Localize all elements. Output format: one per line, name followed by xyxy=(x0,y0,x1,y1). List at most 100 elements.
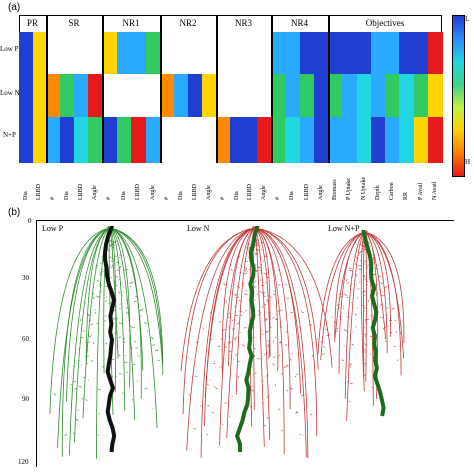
row-label-low-n: Low N xyxy=(0,89,20,97)
heatmap-cell xyxy=(243,32,258,74)
heatmap-cell xyxy=(271,74,286,117)
column-label: LRBD xyxy=(303,183,310,200)
column-label: # xyxy=(219,197,226,200)
heatmap-cell xyxy=(102,117,117,163)
row-label-n-plus-p: N+P xyxy=(3,131,16,139)
root-label-low-p: Low P xyxy=(42,224,64,233)
group-header-sr: SR xyxy=(46,15,102,33)
column-label: Angle xyxy=(261,185,268,200)
column-label: Dia xyxy=(178,191,184,200)
heatmap-cell xyxy=(60,32,75,74)
heatmap-cell xyxy=(174,32,189,74)
heatmap-cell xyxy=(271,32,286,74)
heatmap-cell xyxy=(243,117,258,163)
column-label: Dia xyxy=(22,191,29,200)
group-header-objectives: Objectives xyxy=(328,15,442,33)
heatmap-cell xyxy=(229,117,244,163)
legend-bottom-label: H xyxy=(465,158,471,166)
heatmap-cell xyxy=(313,74,329,117)
y-tick: 60 xyxy=(22,335,29,343)
heatmap-cell xyxy=(74,32,89,74)
heatmap-cell xyxy=(188,117,203,163)
legend-top-label: L xyxy=(465,15,470,23)
group-header-nr2: NR2 xyxy=(160,15,216,33)
column-label: Biomass xyxy=(332,179,339,200)
heatmap-cell xyxy=(285,32,300,74)
y-tick: 30 xyxy=(22,274,29,282)
heatmap-cell xyxy=(32,32,47,74)
heatmap-cell xyxy=(229,32,244,74)
heatmap-cell xyxy=(243,74,258,117)
column-label: P Uptake xyxy=(346,178,353,200)
group-divider xyxy=(160,15,162,163)
heatmap-cell xyxy=(102,74,117,117)
heatmap-cell xyxy=(257,117,272,163)
heatmap-cell xyxy=(74,74,89,117)
y-tick: 120 xyxy=(18,458,29,466)
heatmap-cell xyxy=(202,32,217,74)
panel-a-label: (a) xyxy=(8,2,21,13)
heatmap-cell xyxy=(160,32,175,74)
heatmap-cell xyxy=(385,32,400,74)
heatmap-cell xyxy=(356,117,372,163)
heatmap-cell xyxy=(74,117,89,163)
column-label: N Avail xyxy=(431,181,438,200)
heatmap-cell xyxy=(19,32,33,74)
heatmap-cell xyxy=(342,74,357,117)
heatmap-cell xyxy=(131,117,146,163)
heatmap-cell xyxy=(60,117,75,163)
root-plot-area xyxy=(36,220,454,467)
heatmap-cell xyxy=(131,74,146,117)
column-label: Dia xyxy=(289,191,296,200)
heatmap-cell xyxy=(202,74,217,117)
heatmap-cell xyxy=(356,32,372,74)
column-label: Carbon xyxy=(389,182,396,200)
heatmap-cell xyxy=(160,117,175,163)
heatmap-cell xyxy=(116,74,132,117)
column-label: Angle xyxy=(206,185,212,200)
column-label: # xyxy=(275,197,282,200)
column-label: P Avail xyxy=(417,182,424,200)
column-label: # xyxy=(164,197,170,200)
column-label: Depth xyxy=(374,185,381,200)
heatmap-cell xyxy=(46,117,61,163)
column-label: # xyxy=(106,197,113,200)
column-label: Angle xyxy=(317,185,324,200)
heatmap-cell xyxy=(174,74,189,117)
group-divider xyxy=(46,15,48,163)
heatmap-cell xyxy=(188,32,203,74)
column-label: LRBD xyxy=(247,183,254,200)
column-label: Dia xyxy=(233,191,240,200)
heatmap-cell xyxy=(399,32,414,74)
group-divider xyxy=(328,15,330,163)
column-label: Angle xyxy=(92,185,98,200)
heatmap-cell xyxy=(202,117,217,163)
heatmap-cell xyxy=(116,32,132,74)
heatmap-cell xyxy=(299,117,315,163)
heatmap-cell xyxy=(46,74,61,117)
heatmap-cell xyxy=(60,74,75,117)
heatmap-cell xyxy=(88,74,103,117)
heatmap-cell xyxy=(102,32,117,74)
heatmap-cell xyxy=(160,74,175,117)
heatmap-cell xyxy=(413,74,429,117)
heatmap-cell xyxy=(257,74,272,117)
heatmap-cell xyxy=(427,117,443,163)
heatmap-cell xyxy=(32,74,47,117)
heatmap-cell xyxy=(19,74,33,117)
y-tick: 90 xyxy=(22,395,29,403)
heatmap-cell xyxy=(313,32,329,74)
group-header-nr1: NR1 xyxy=(102,15,160,33)
heatmap-cell xyxy=(19,117,33,163)
heatmap-cell xyxy=(88,32,103,74)
heatmap-cell xyxy=(145,74,161,117)
group-header-nr3: NR3 xyxy=(216,15,271,33)
heatmap-cell xyxy=(299,74,315,117)
heatmap-cell xyxy=(88,117,103,163)
heatmap-cell xyxy=(399,74,414,117)
heatmap-cell xyxy=(370,32,386,74)
heatmap-cell xyxy=(216,117,231,163)
panel-b-label: (b) xyxy=(8,207,21,218)
group-header-nr4: NR4 xyxy=(271,15,328,33)
heatmap-cell xyxy=(342,117,357,163)
